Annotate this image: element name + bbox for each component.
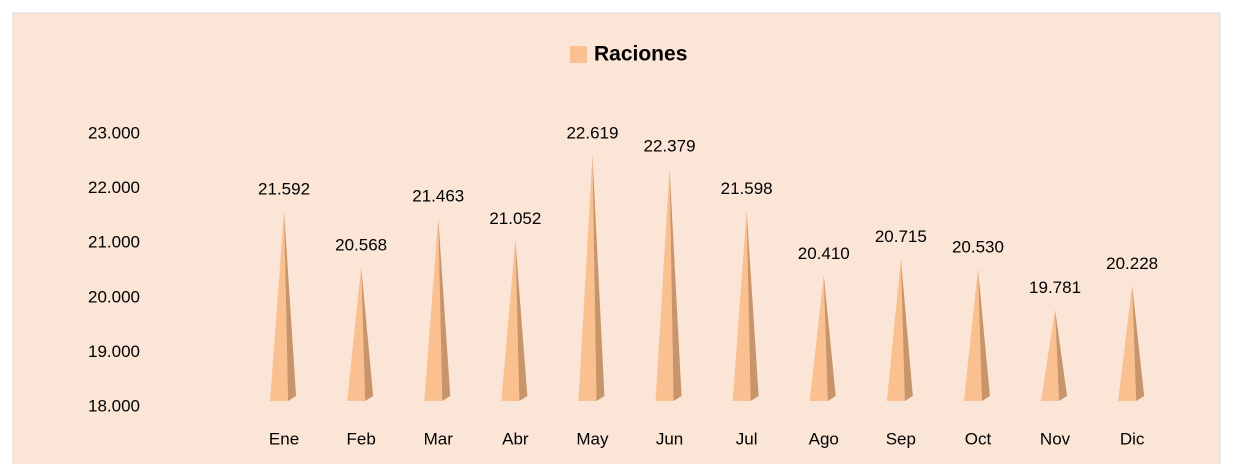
bar-face	[1132, 285, 1145, 401]
bar-face	[900, 258, 913, 401]
bar	[347, 266, 374, 401]
bar-face	[1118, 285, 1137, 401]
x-tick-label: Mar	[424, 429, 454, 448]
x-tick-label: Feb	[347, 429, 376, 448]
value-label: 20.568	[335, 235, 387, 254]
bar	[424, 217, 451, 401]
value-label: 21.592	[258, 179, 310, 198]
bar-face	[886, 258, 905, 401]
y-tick-label: 20.000	[88, 287, 140, 306]
bar-face	[515, 240, 528, 401]
y-tick-label: 21.000	[88, 233, 140, 252]
bar-face	[347, 266, 366, 401]
legend-label: Raciones	[594, 43, 687, 66]
x-tick-label: Dic	[1120, 429, 1145, 448]
x-tick-label: Ago	[809, 429, 839, 448]
y-tick-label: 18.000	[88, 396, 140, 415]
value-label: 22.379	[644, 136, 696, 155]
x-tick-label: Nov	[1040, 429, 1071, 448]
value-label: 20.228	[1106, 254, 1158, 273]
x-tick-label: Ene	[269, 429, 299, 448]
bar-face	[1055, 309, 1068, 401]
bar-face	[592, 154, 605, 401]
value-label: 21.598	[721, 179, 773, 198]
x-tick-label: Abr	[502, 429, 529, 448]
bar-face	[963, 268, 982, 401]
bar-face	[424, 217, 443, 401]
x-tick-label: Jun	[656, 429, 683, 448]
x-tick-label: May	[576, 429, 609, 448]
bar	[1118, 285, 1145, 401]
bar	[732, 210, 759, 401]
bar	[963, 268, 990, 401]
bar	[886, 258, 913, 401]
y-tick-label: 22.000	[88, 178, 140, 197]
bar-face	[270, 210, 289, 401]
bar-face	[746, 210, 759, 401]
value-label: 19.781	[1029, 278, 1081, 297]
bar-face	[655, 167, 674, 401]
bar	[578, 154, 605, 401]
bar-face	[501, 240, 520, 401]
value-label: 22.619	[566, 123, 618, 142]
x-tick-label: Jul	[736, 429, 758, 448]
value-label: 21.052	[489, 209, 541, 228]
value-label: 21.463	[412, 186, 464, 205]
bar-face	[438, 217, 451, 401]
chart-background	[12, 12, 1221, 469]
bar-face	[977, 268, 990, 401]
bar	[501, 240, 528, 401]
y-tick-label: 23.000	[88, 123, 140, 142]
bar-face	[284, 210, 297, 401]
bar-face	[578, 154, 597, 401]
value-label: 20.410	[798, 244, 850, 263]
bar-face	[732, 210, 751, 401]
bar	[1041, 309, 1068, 401]
bar	[270, 210, 297, 401]
bar-face	[669, 167, 682, 401]
bar	[809, 275, 836, 401]
bar	[655, 167, 682, 401]
value-label: 20.530	[952, 237, 1004, 256]
bar-face	[823, 275, 836, 401]
x-tick-label: Oct	[965, 429, 992, 448]
bar-face	[809, 275, 828, 401]
y-tick-label: 19.000	[88, 342, 140, 361]
legend-swatch	[570, 46, 587, 63]
value-label: 20.715	[875, 227, 927, 246]
bar-face	[1041, 309, 1060, 401]
x-tick-label: Sep	[886, 429, 916, 448]
bar-face	[361, 266, 374, 401]
